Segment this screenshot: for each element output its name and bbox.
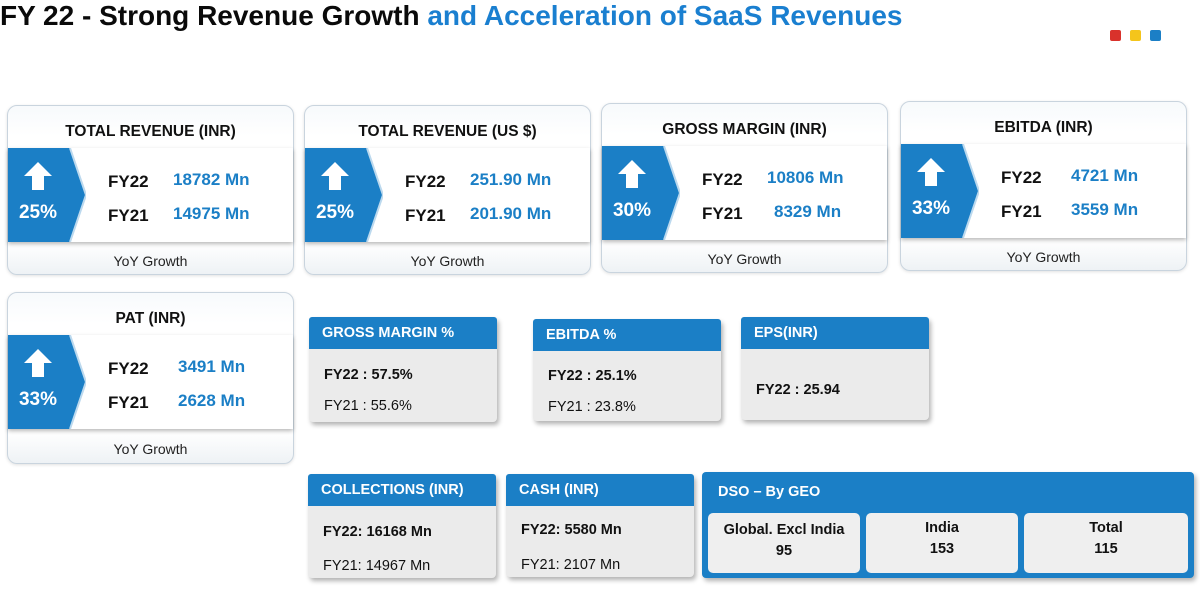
fy21-value: 2628 Mn [178,391,246,410]
brand-dot-yellow [1130,30,1141,41]
metric-card-gross-margin: GROSS MARGIN (INR) 30% FY22 10806 Mn FY2… [601,103,888,273]
fy22-value: 3491 Mn [178,357,246,376]
geo-value: 115 [1094,541,1118,557]
card-title: EPS(INR) [754,325,818,341]
dso-title: DSO – By GEO [718,484,821,500]
page-title: FY 22 - Strong Revenue Growth and Accele… [0,0,1200,32]
yoy-growth-label: YoY Growth [113,253,188,269]
growth-chevron [8,335,86,429]
card-header: GROSS MARGIN % [309,317,497,349]
card-header: CASH (INR) [506,474,694,506]
card-title: PAT (INR) [115,310,186,327]
fy21-label: FY21 [1001,202,1042,221]
geo-label: Global. Excl India [723,522,845,538]
brand-dot-blue [1150,30,1161,41]
growth-percent: 25% [315,202,355,223]
brand-dot-red [1110,30,1121,41]
up-arrow-icon [321,162,349,190]
fy22-value: 18782 Mn [173,170,250,189]
yoy-growth-label: YoY Growth [113,441,188,457]
fy22-label: FY22 [405,172,446,191]
yoy-growth-label: YoY Growth [707,251,782,267]
fy22-line: FY22 : 25.1% [548,368,637,384]
fy21-line: FY21: 14967 Mn [323,558,431,574]
fy21-line: FY21: 2107 Mn [521,557,621,573]
fy21-label: FY21 [108,206,149,225]
metric-band: 25% FY22 251.90 Mn FY21 201.90 Mn [305,148,590,242]
growth-chevron [305,148,383,242]
card-cash: CASH (INR) FY22: 5580 Mn FY21: 2107 Mn [506,474,694,577]
fy22-label: FY22 [108,359,149,378]
fy22-line: FY22: 5580 Mn [521,522,622,538]
card-title: EBITDA % [546,327,617,343]
growth-chevron [901,144,979,238]
fy21-value: 3559 Mn [1071,200,1139,219]
metric-band: 33% FY22 4721 Mn FY21 3559 Mn [901,144,1186,238]
metric-card-total-revenue-inr: TOTAL REVENUE (INR) 25% FY22 18782 Mn FY… [7,105,294,275]
up-arrow-icon [24,349,52,377]
fy21-line: FY21 : 23.8% [548,399,636,415]
title-highlight: and Acceleration of SaaS Revenues [427,0,903,31]
fy22-line: FY22: 16168 Mn [323,524,432,540]
metric-card-pat: PAT (INR) 33% FY22 3491 Mn FY21 2628 Mn … [7,292,294,464]
card-collections: COLLECTIONS (INR) FY22: 16168 Mn FY21: 1… [308,474,496,578]
dso-geo-global: Global. Excl India 95 [708,513,860,573]
geo-value: 95 [775,543,793,559]
fy22-line: FY22 : 25.94 [756,382,840,398]
card-title: GROSS MARGIN (INR) [662,121,827,138]
fy21-label: FY21 [405,206,446,225]
fy22-value: 4721 Mn [1071,166,1139,185]
card-gross-margin-pct: GROSS MARGIN % FY22 : 57.5% FY21 : 55.6% [309,317,497,422]
card-header: EBITDA % [533,319,721,351]
metric-band: 30% FY22 10806 Mn FY21 8329 Mn [602,146,887,240]
fy22-line: FY22 : 57.5% [324,367,413,383]
growth-chevron [602,146,680,240]
yoy-growth-label: YoY Growth [410,253,485,269]
growth-percent: 25% [18,202,58,223]
yoy-growth-label: YoY Growth [1006,249,1081,265]
fy22-label: FY22 [108,172,149,191]
growth-percent: 30% [612,200,652,221]
geo-label: India [925,520,959,536]
card-title: CASH (INR) [519,482,599,498]
fy21-value: 8329 Mn [774,202,842,221]
fy22-label: FY22 [702,170,743,189]
geo-value: 153 [929,541,955,557]
fy21-label: FY21 [702,204,743,223]
growth-percent: 33% [18,389,58,410]
fy21-label: FY21 [108,393,149,412]
geo-label: Total [1089,520,1123,536]
fy22-value: 251.90 Mn [470,170,552,189]
dso-geo-india: India 153 [866,513,1018,573]
card-title: TOTAL REVENUE (INR) [65,123,236,140]
dso-geo-total: Total 115 [1024,513,1188,573]
fy22-label: FY22 [1001,168,1042,187]
metric-band: 33% FY22 3491 Mn FY21 2628 Mn [8,335,293,429]
growth-chevron [8,148,86,242]
metric-card-ebitda: EBITDA (INR) 33% FY22 4721 Mn FY21 3559 … [900,101,1187,271]
up-arrow-icon [618,160,646,188]
dso-by-geo-panel: DSO – By GEO Global. Excl India 95 India… [702,472,1194,578]
up-arrow-icon [24,162,52,190]
metric-band: 25% FY22 18782 Mn FY21 14975 Mn [8,148,293,242]
card-header: EPS(INR) [741,317,929,349]
card-ebitda-pct: EBITDA % FY22 : 25.1% FY21 : 23.8% [533,319,721,421]
up-arrow-icon [917,158,945,186]
metric-card-total-revenue-usd: TOTAL REVENUE (US $) 25% FY22 251.90 Mn … [304,105,591,275]
card-title: GROSS MARGIN % [322,325,455,341]
fy22-value: 10806 Mn [767,168,844,187]
growth-percent: 33% [911,198,951,219]
card-title: EBITDA (INR) [994,119,1093,136]
fy21-line: FY21 : 55.6% [324,398,412,414]
card-eps: EPS(INR) FY22 : 25.94 [741,317,929,420]
card-header: COLLECTIONS (INR) [308,474,496,506]
card-title: TOTAL REVENUE (US $) [358,123,537,140]
card-title: COLLECTIONS (INR) [321,482,464,498]
title-main: FY 22 - Strong Revenue Growth [0,0,420,31]
fy21-value: 14975 Mn [173,204,250,223]
fy21-value: 201.90 Mn [470,204,552,223]
